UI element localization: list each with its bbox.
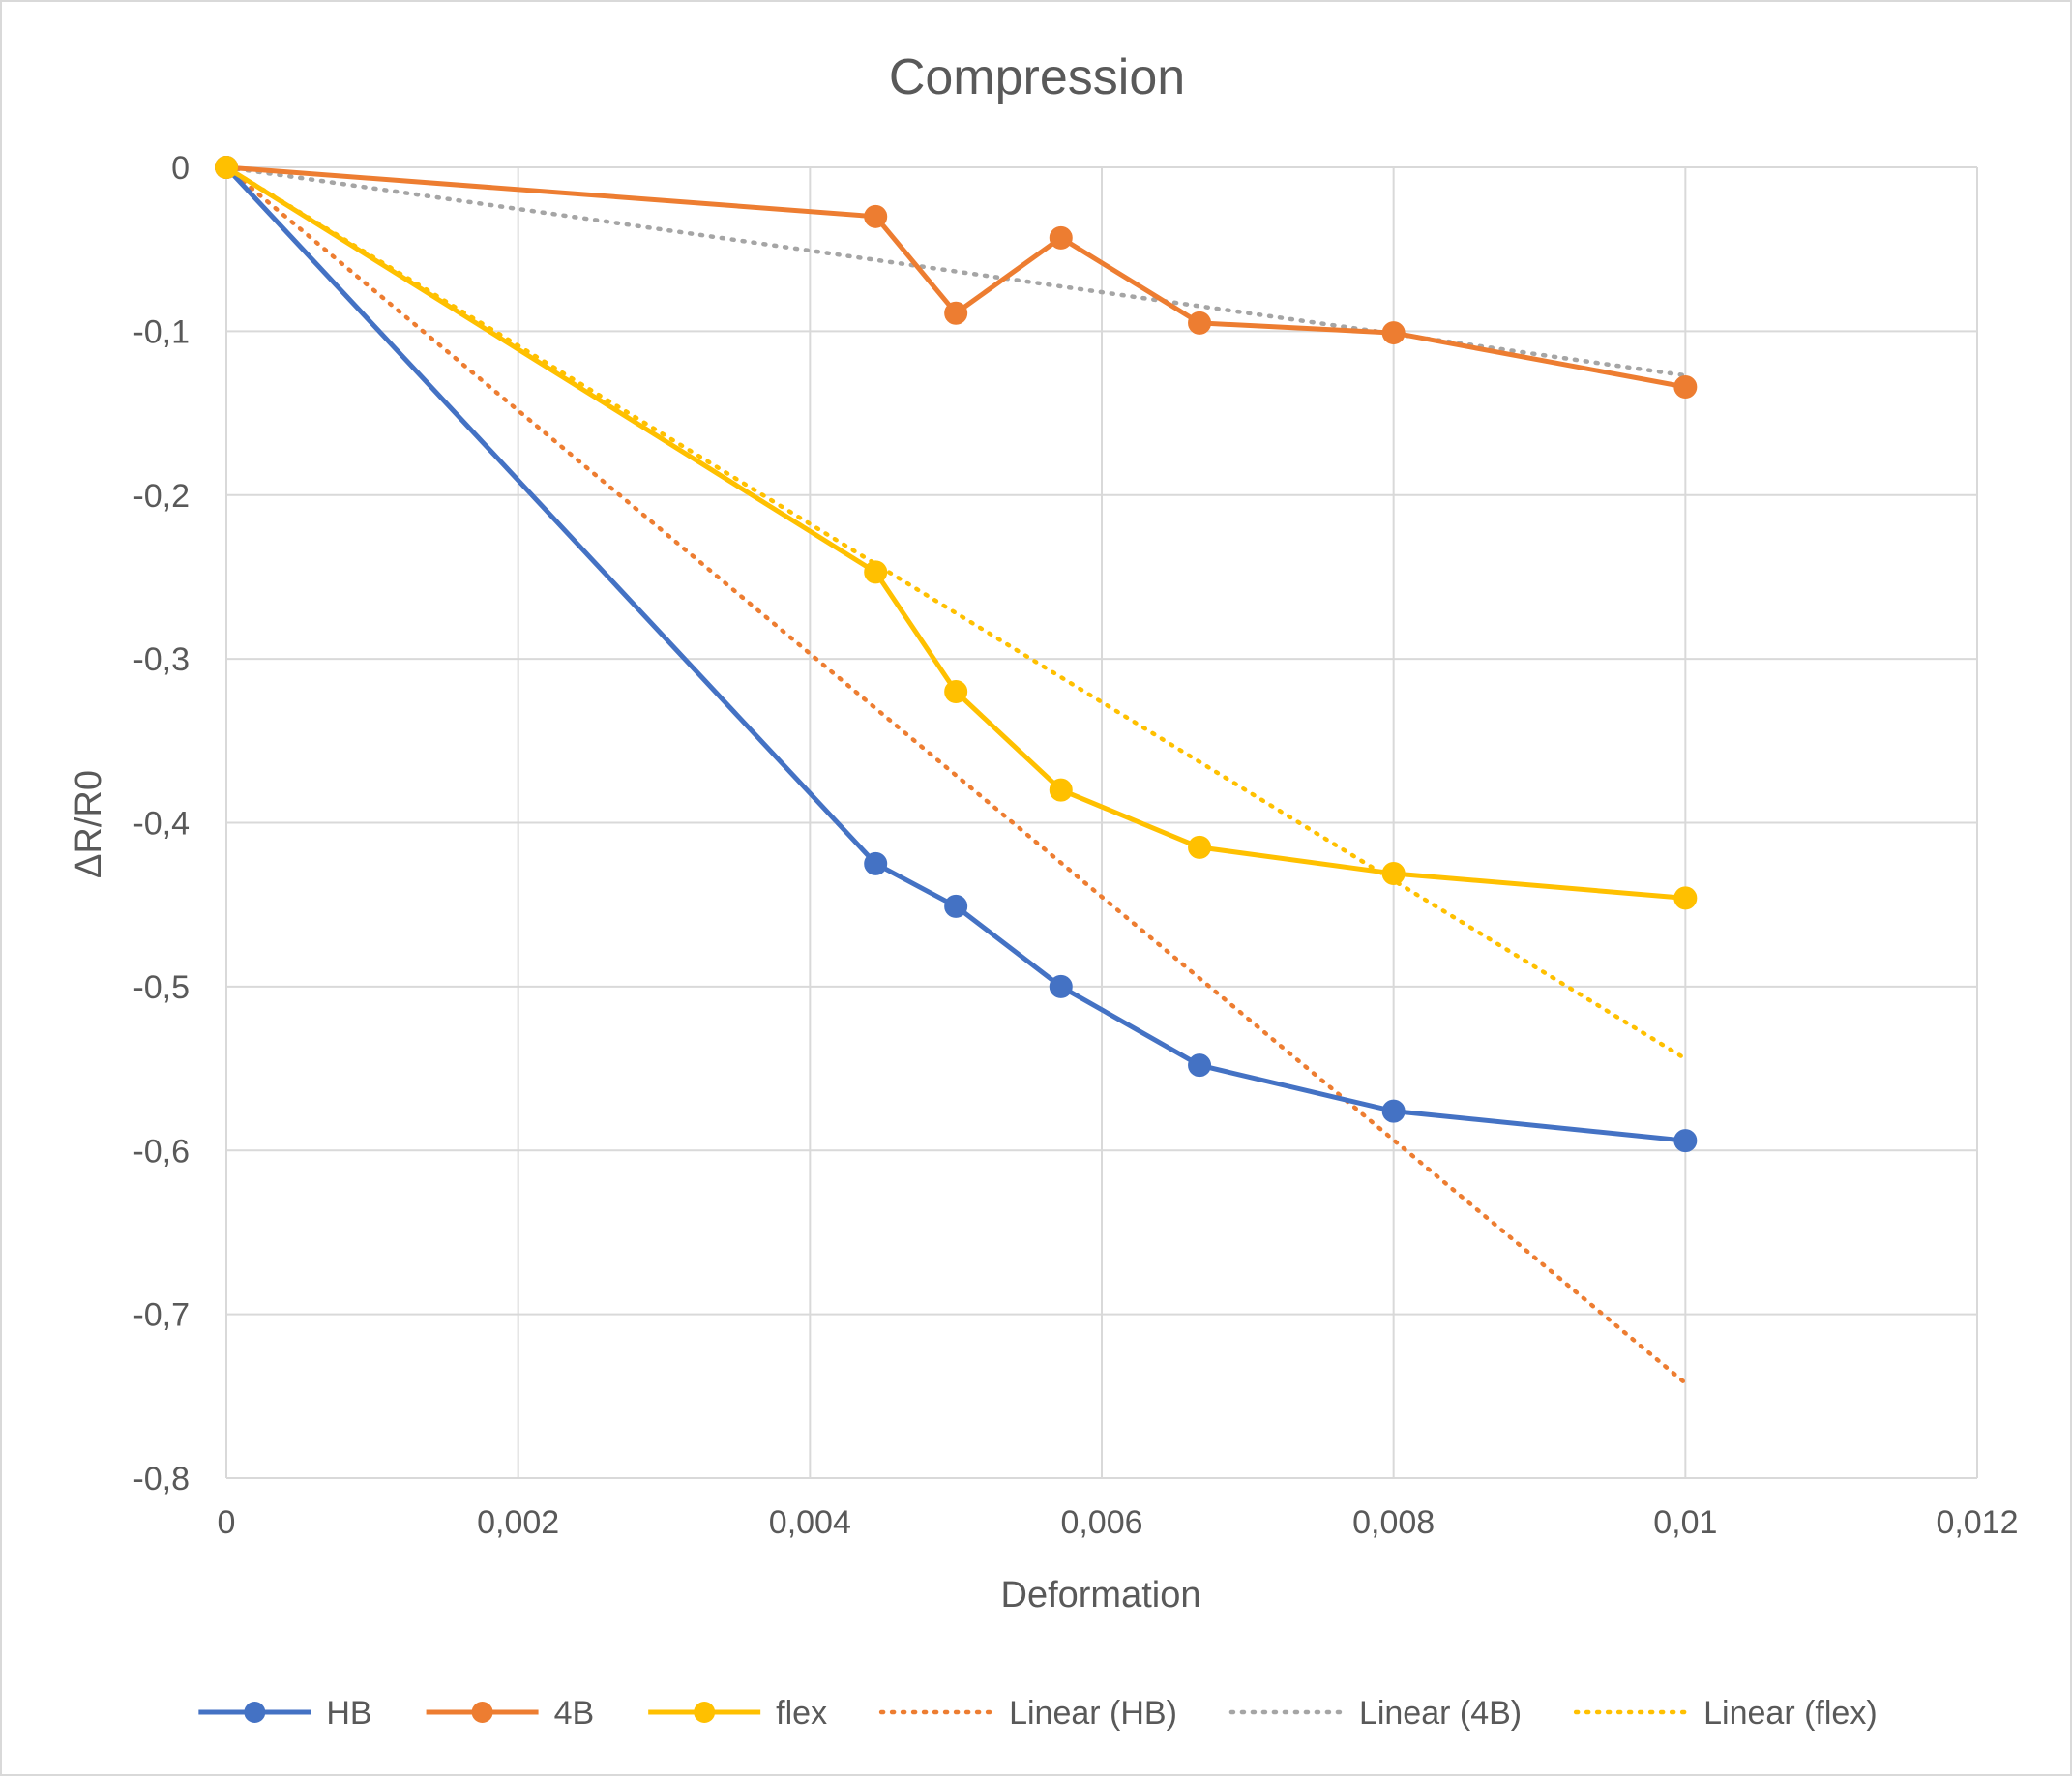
y-tick-label: -0,7 <box>133 1297 190 1334</box>
data-point-4b <box>944 301 968 325</box>
legend-label: Linear (4B) <box>1359 1695 1522 1732</box>
x-tick-label: 0,002 <box>477 1504 559 1541</box>
legend-label: Linear (HB) <box>1009 1695 1177 1732</box>
data-point-hb <box>1673 1129 1698 1153</box>
x-tick-label: 0 <box>218 1504 236 1541</box>
data-point-4b <box>1049 225 1073 250</box>
data-point-hb <box>1381 1099 1406 1123</box>
legend-label: Linear (flex) <box>1703 1695 1878 1732</box>
y-tick-label: -0,1 <box>133 313 190 350</box>
data-point-flex <box>215 156 238 179</box>
trendline-linear-flex <box>223 164 1688 1061</box>
legend-item-hb: HB <box>198 1695 372 1732</box>
series-linear-flex <box>223 164 1688 1061</box>
y-tick-label: -0,4 <box>133 806 190 843</box>
series-hb <box>215 156 1698 1153</box>
data-point-flex <box>864 560 888 584</box>
chart-title: Compression <box>889 49 1185 105</box>
legend-marker <box>471 1702 493 1723</box>
x-axis-label: Deformation <box>1001 1575 1201 1615</box>
legend-label: 4B <box>554 1695 595 1732</box>
data-point-hb <box>944 894 968 918</box>
y-tick-label: -0,3 <box>133 641 190 678</box>
trendline-linear-4b <box>223 164 1688 378</box>
data-point-hb <box>1188 1053 1212 1078</box>
data-point-4b <box>1188 311 1212 335</box>
x-tick-label: 0,008 <box>1352 1504 1435 1541</box>
legend-item-flex: flex <box>648 1695 827 1732</box>
series-layer <box>215 156 1698 1386</box>
grid <box>225 166 1978 1479</box>
x-tick-label: 0,012 <box>1936 1504 2018 1541</box>
legend-marker <box>244 1702 266 1723</box>
legend: HB 4B flex Linear (HB) Linear (4B) Linear (fl… <box>198 1695 1878 1732</box>
data-point-4b <box>1673 374 1698 399</box>
data-point-flex <box>944 680 968 703</box>
y-axis-label: ΔR/R0 <box>69 770 109 878</box>
legend-label: HB <box>326 1695 371 1732</box>
legend-item-linear-flex: Linear (flex) <box>1573 1695 1878 1732</box>
y-tick-label: -0,6 <box>133 1133 190 1170</box>
data-point-hb <box>1049 974 1073 998</box>
legend-label: flex <box>776 1695 827 1732</box>
data-point-flex <box>1049 778 1073 802</box>
data-point-flex <box>1673 886 1698 910</box>
y-tick-label: 0 <box>171 150 190 187</box>
y-tick-label: -0,5 <box>133 969 190 1006</box>
x-tick-label: 0,01 <box>1653 1504 1717 1541</box>
data-point-flex <box>1188 835 1212 859</box>
data-point-4b <box>1381 321 1406 345</box>
legend-item-linear-4b: Linear (4B) <box>1228 1695 1522 1732</box>
x-tick-label: 0,004 <box>769 1504 851 1541</box>
legend-item-linear-hb: Linear (HB) <box>878 1695 1177 1732</box>
series-line-flex <box>224 164 1686 901</box>
y-tick-label: -0,8 <box>133 1461 190 1497</box>
series-line-4b <box>225 164 1686 390</box>
x-tick-label: 0,006 <box>1060 1504 1142 1541</box>
series-linear-4b <box>223 164 1688 378</box>
data-point-hb <box>864 851 888 875</box>
y-axis-ticks: 0 -0,1 -0,2 -0,3 -0,4 -0,5 -0,6 -0,7 -0,8 <box>133 150 190 1497</box>
x-axis-ticks: 0 0,002 0,004 0,006 0,008 0,01 0,012 <box>218 1504 2019 1541</box>
data-point-4b <box>864 204 888 228</box>
series-4b <box>215 156 1698 399</box>
trendline-linear-hb <box>223 164 1688 1386</box>
series-flex <box>215 156 1698 910</box>
legend-marker <box>694 1702 716 1723</box>
y-tick-label: -0,2 <box>133 478 190 515</box>
data-point-flex <box>1381 862 1406 886</box>
series-linear-hb <box>223 164 1688 1386</box>
legend-item-4b: 4B <box>426 1695 595 1732</box>
